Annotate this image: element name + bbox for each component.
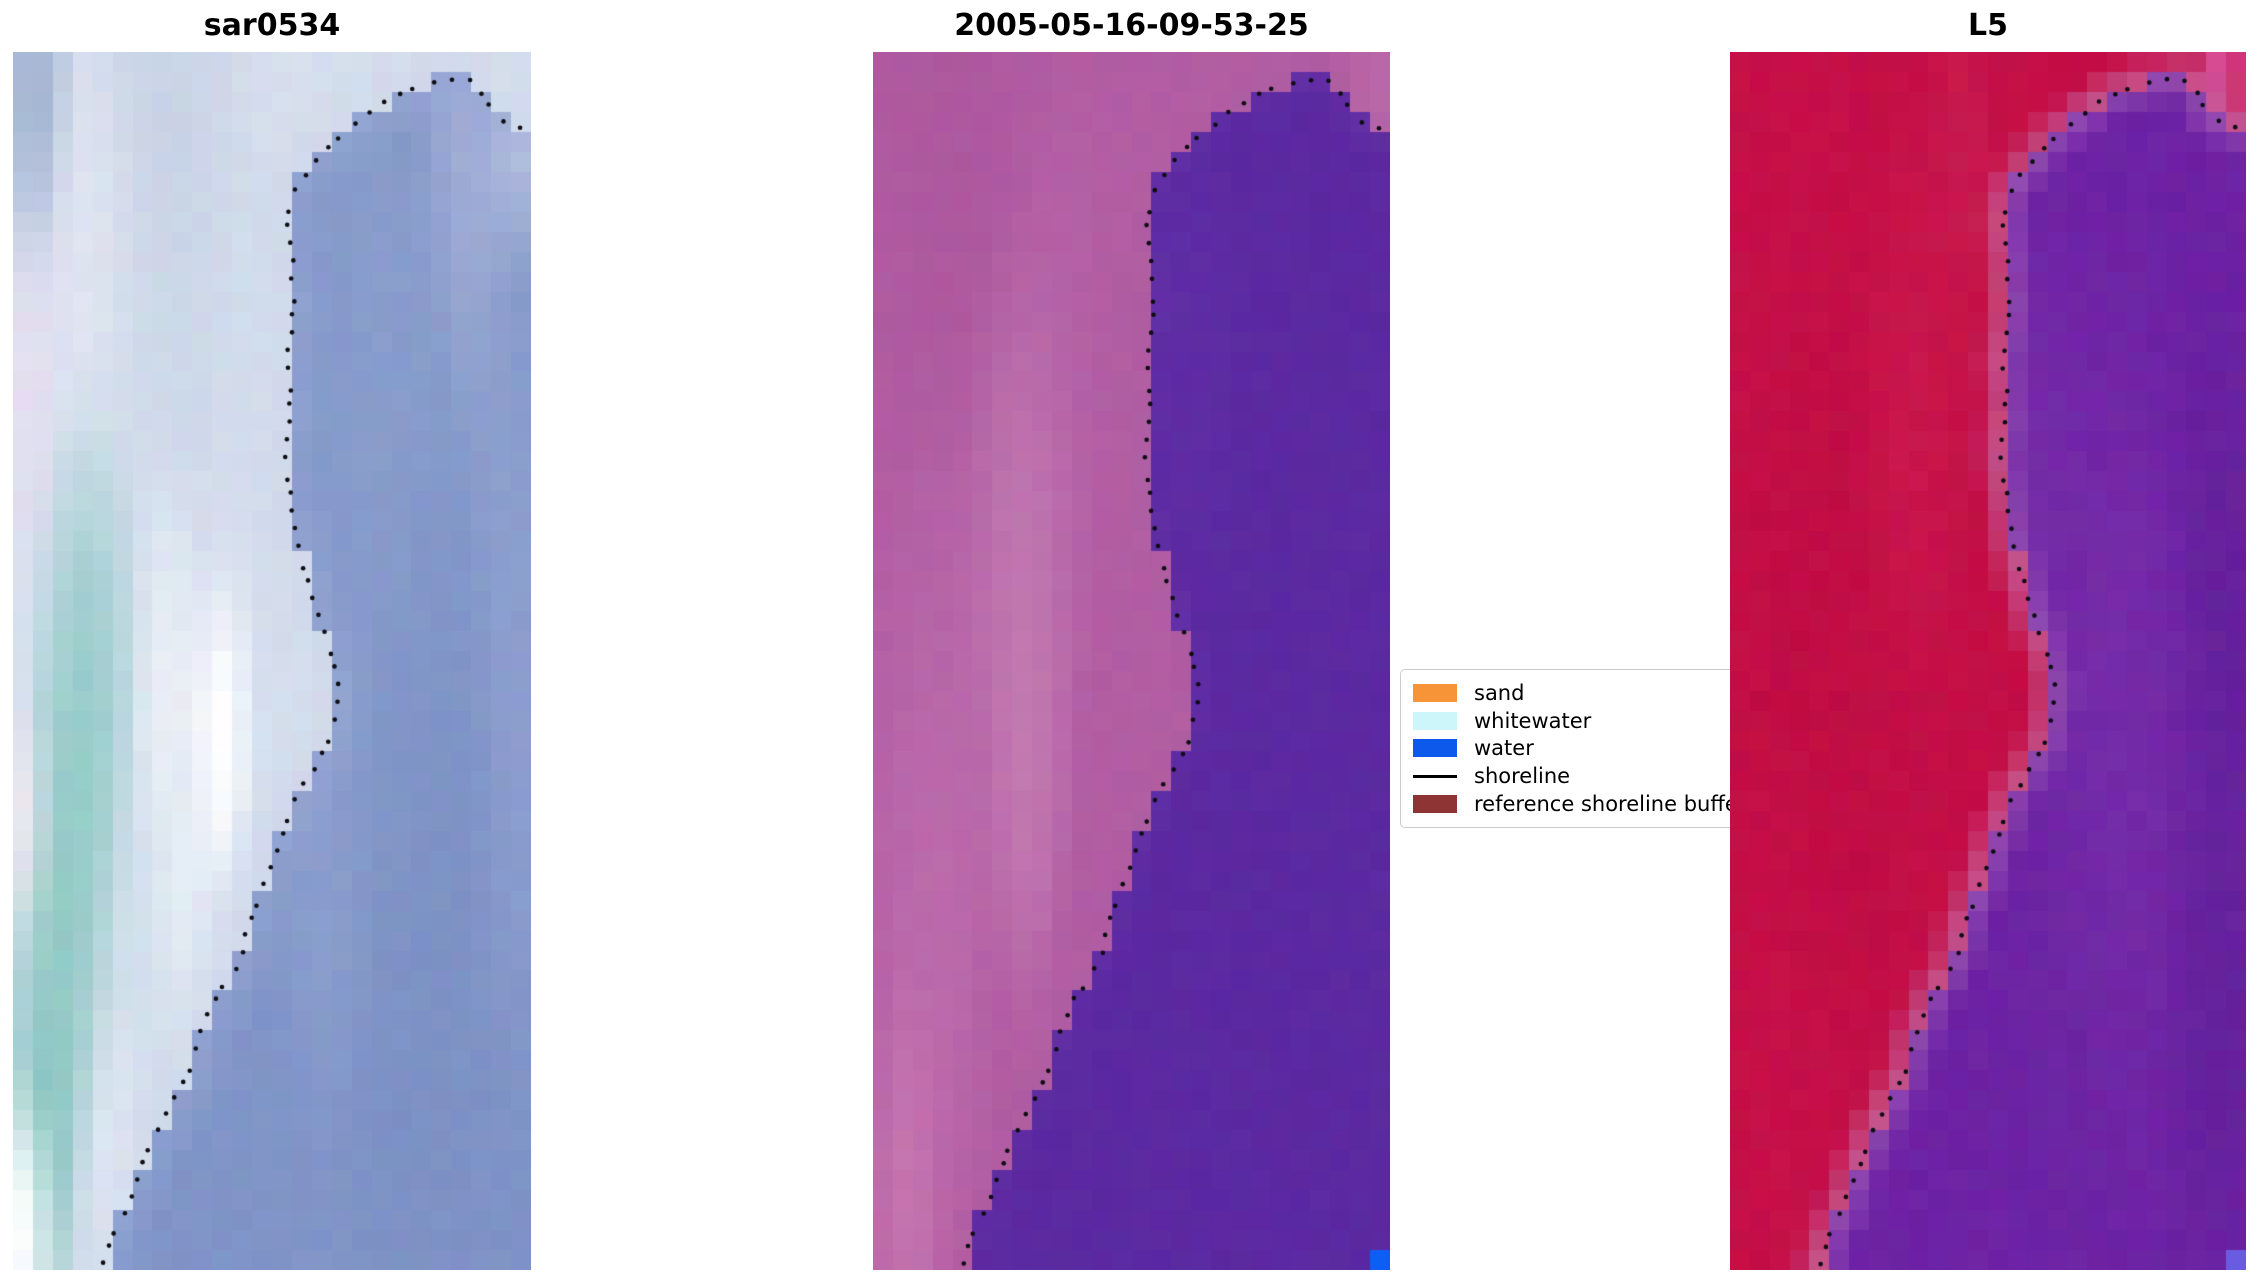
legend-label: shoreline — [1474, 764, 1571, 789]
legend-color-swatch — [1413, 795, 1457, 814]
legend-entry-whitewater: whitewater — [1413, 707, 1785, 735]
legend-label: sand — [1474, 680, 1525, 705]
legend-label: water — [1474, 736, 1534, 761]
legend-label: whitewater — [1474, 708, 1592, 733]
legend-entry-water: water — [1413, 735, 1785, 763]
panel-image-l5 — [1730, 52, 2246, 1270]
panel-image-sar0534 — [13, 52, 531, 1270]
panel-image-classified — [873, 52, 1390, 1270]
legend-entry-reference: reference shoreline buffer — [1413, 790, 1785, 818]
panel-title-l5: L5 — [1968, 8, 2008, 43]
legend-color-swatch — [1413, 739, 1457, 758]
legend-entry-shoreline: shoreline — [1413, 762, 1785, 790]
panel-title-date: 2005-05-16-09-53-25 — [954, 8, 1309, 43]
legend-color-swatch — [1413, 683, 1457, 702]
legend-line-swatch — [1413, 774, 1457, 778]
legend-color-swatch — [1413, 711, 1457, 730]
legend-entry-sand: sand — [1413, 679, 1785, 707]
legend-label: reference shoreline buffer — [1474, 792, 1747, 817]
panel-title-sar0534: sar0534 — [203, 8, 341, 43]
